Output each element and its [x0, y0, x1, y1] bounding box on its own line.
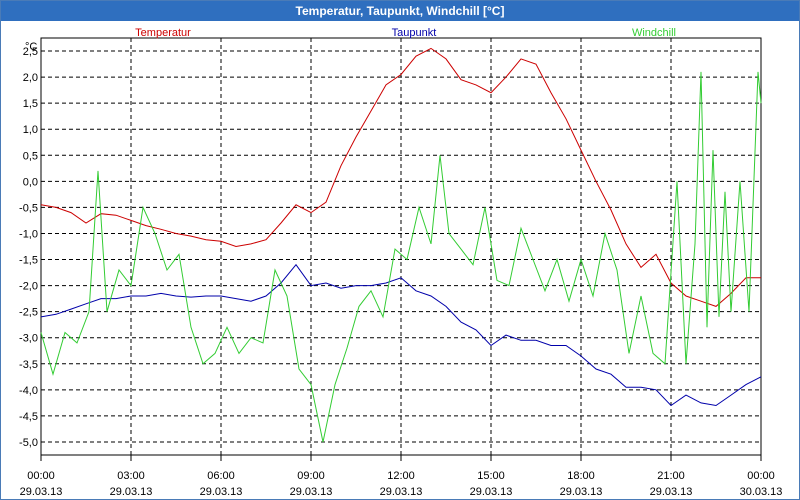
x-tick-date-label: 29.03.13	[560, 486, 603, 498]
x-tick-time-label: 03:00	[117, 470, 145, 482]
x-tick-date-label: 29.03.13	[650, 486, 693, 498]
y-tick-label: -4,5	[19, 411, 38, 423]
y-tick-label: -1,5	[19, 255, 38, 267]
y-tick-label: -2,5	[19, 307, 38, 319]
y-axis-label: °C	[25, 41, 37, 53]
window-title: Temperatur, Taupunkt, Windchill [°C]	[1, 1, 799, 21]
series-line-taupunkt	[40, 263, 762, 407]
y-tick-label: 0,0	[23, 176, 38, 188]
series-line-temperatur	[40, 47, 761, 307]
y-tick-label: 1,5	[23, 98, 38, 110]
legend-entry-taupunkt: Taupunkt	[392, 27, 437, 39]
x-tick-time-label: 12:00	[387, 470, 415, 482]
y-tick-label: 0,5	[23, 150, 38, 162]
x-tick-time-label: 09:00	[297, 470, 325, 482]
plot-area	[40, 37, 762, 456]
x-tick-time-label: 06:00	[207, 470, 235, 482]
x-tick-time-label: 00:00	[27, 470, 55, 482]
legend-entry-temperatur: Temperatur	[135, 27, 191, 39]
y-tick-label: 2,5	[23, 46, 38, 58]
x-tick-date-label: 29.03.13	[380, 486, 423, 498]
legend-entry-windchill: Windchill	[632, 27, 676, 39]
x-tick-date-label: 29.03.13	[20, 486, 63, 498]
x-tick-time-label: 15:00	[477, 470, 505, 482]
y-tick-label: -3,5	[19, 359, 38, 371]
y-tick-label: -3,0	[19, 333, 38, 345]
x-tick-date-label: 29.03.13	[290, 486, 333, 498]
x-tick-time-label: 18:00	[567, 470, 595, 482]
series-line-windchill	[40, 71, 762, 443]
x-tick-time-label: 00:00	[747, 470, 775, 482]
x-tick-date-label: 29.03.13	[470, 486, 513, 498]
x-tick-date-label: 29.03.13	[110, 486, 153, 498]
y-tick-label: -1,0	[19, 228, 38, 240]
x-tick-date-label: 29.03.13	[200, 486, 243, 498]
y-tick-label: -2,0	[19, 281, 38, 293]
x-tick-time-label: 21:00	[657, 470, 685, 482]
y-tick-label: 1,0	[23, 124, 38, 136]
x-tick-date-label: 30.03.13	[740, 486, 783, 498]
y-tick-label: -4,0	[19, 385, 38, 397]
y-tick-label: 2,0	[23, 72, 38, 84]
y-tick-label: -0,5	[19, 202, 38, 214]
y-tick-label: -5,0	[19, 437, 38, 449]
